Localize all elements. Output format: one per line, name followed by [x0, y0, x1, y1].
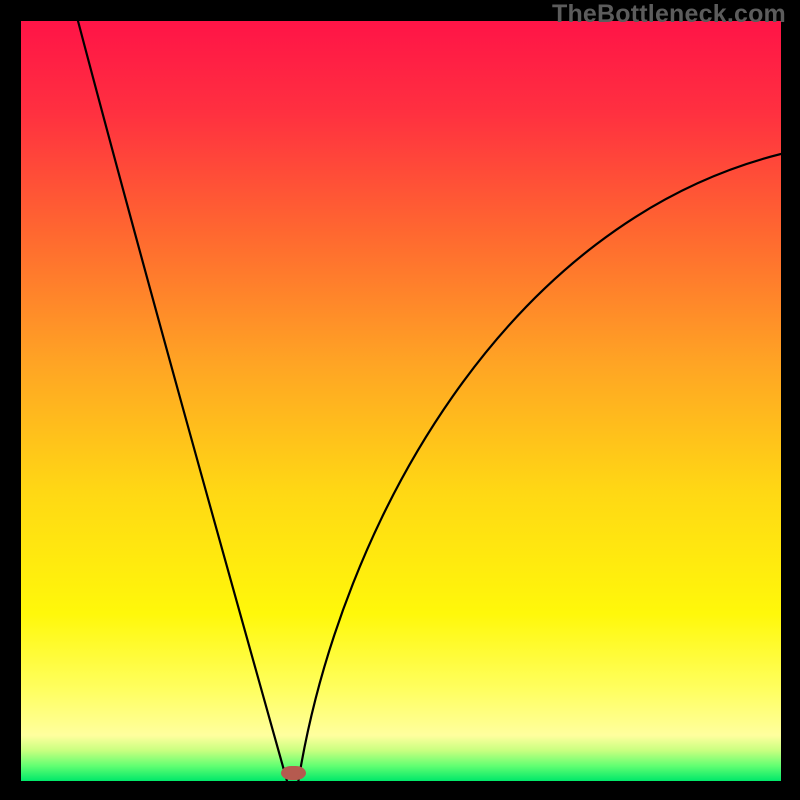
bottleneck-curve — [21, 21, 781, 781]
chart-frame: TheBottleneck.com — [0, 0, 800, 800]
minimum-marker — [281, 766, 306, 780]
curve-path — [78, 21, 781, 781]
watermark-text: TheBottleneck.com — [552, 0, 786, 29]
plot-area — [21, 21, 781, 781]
